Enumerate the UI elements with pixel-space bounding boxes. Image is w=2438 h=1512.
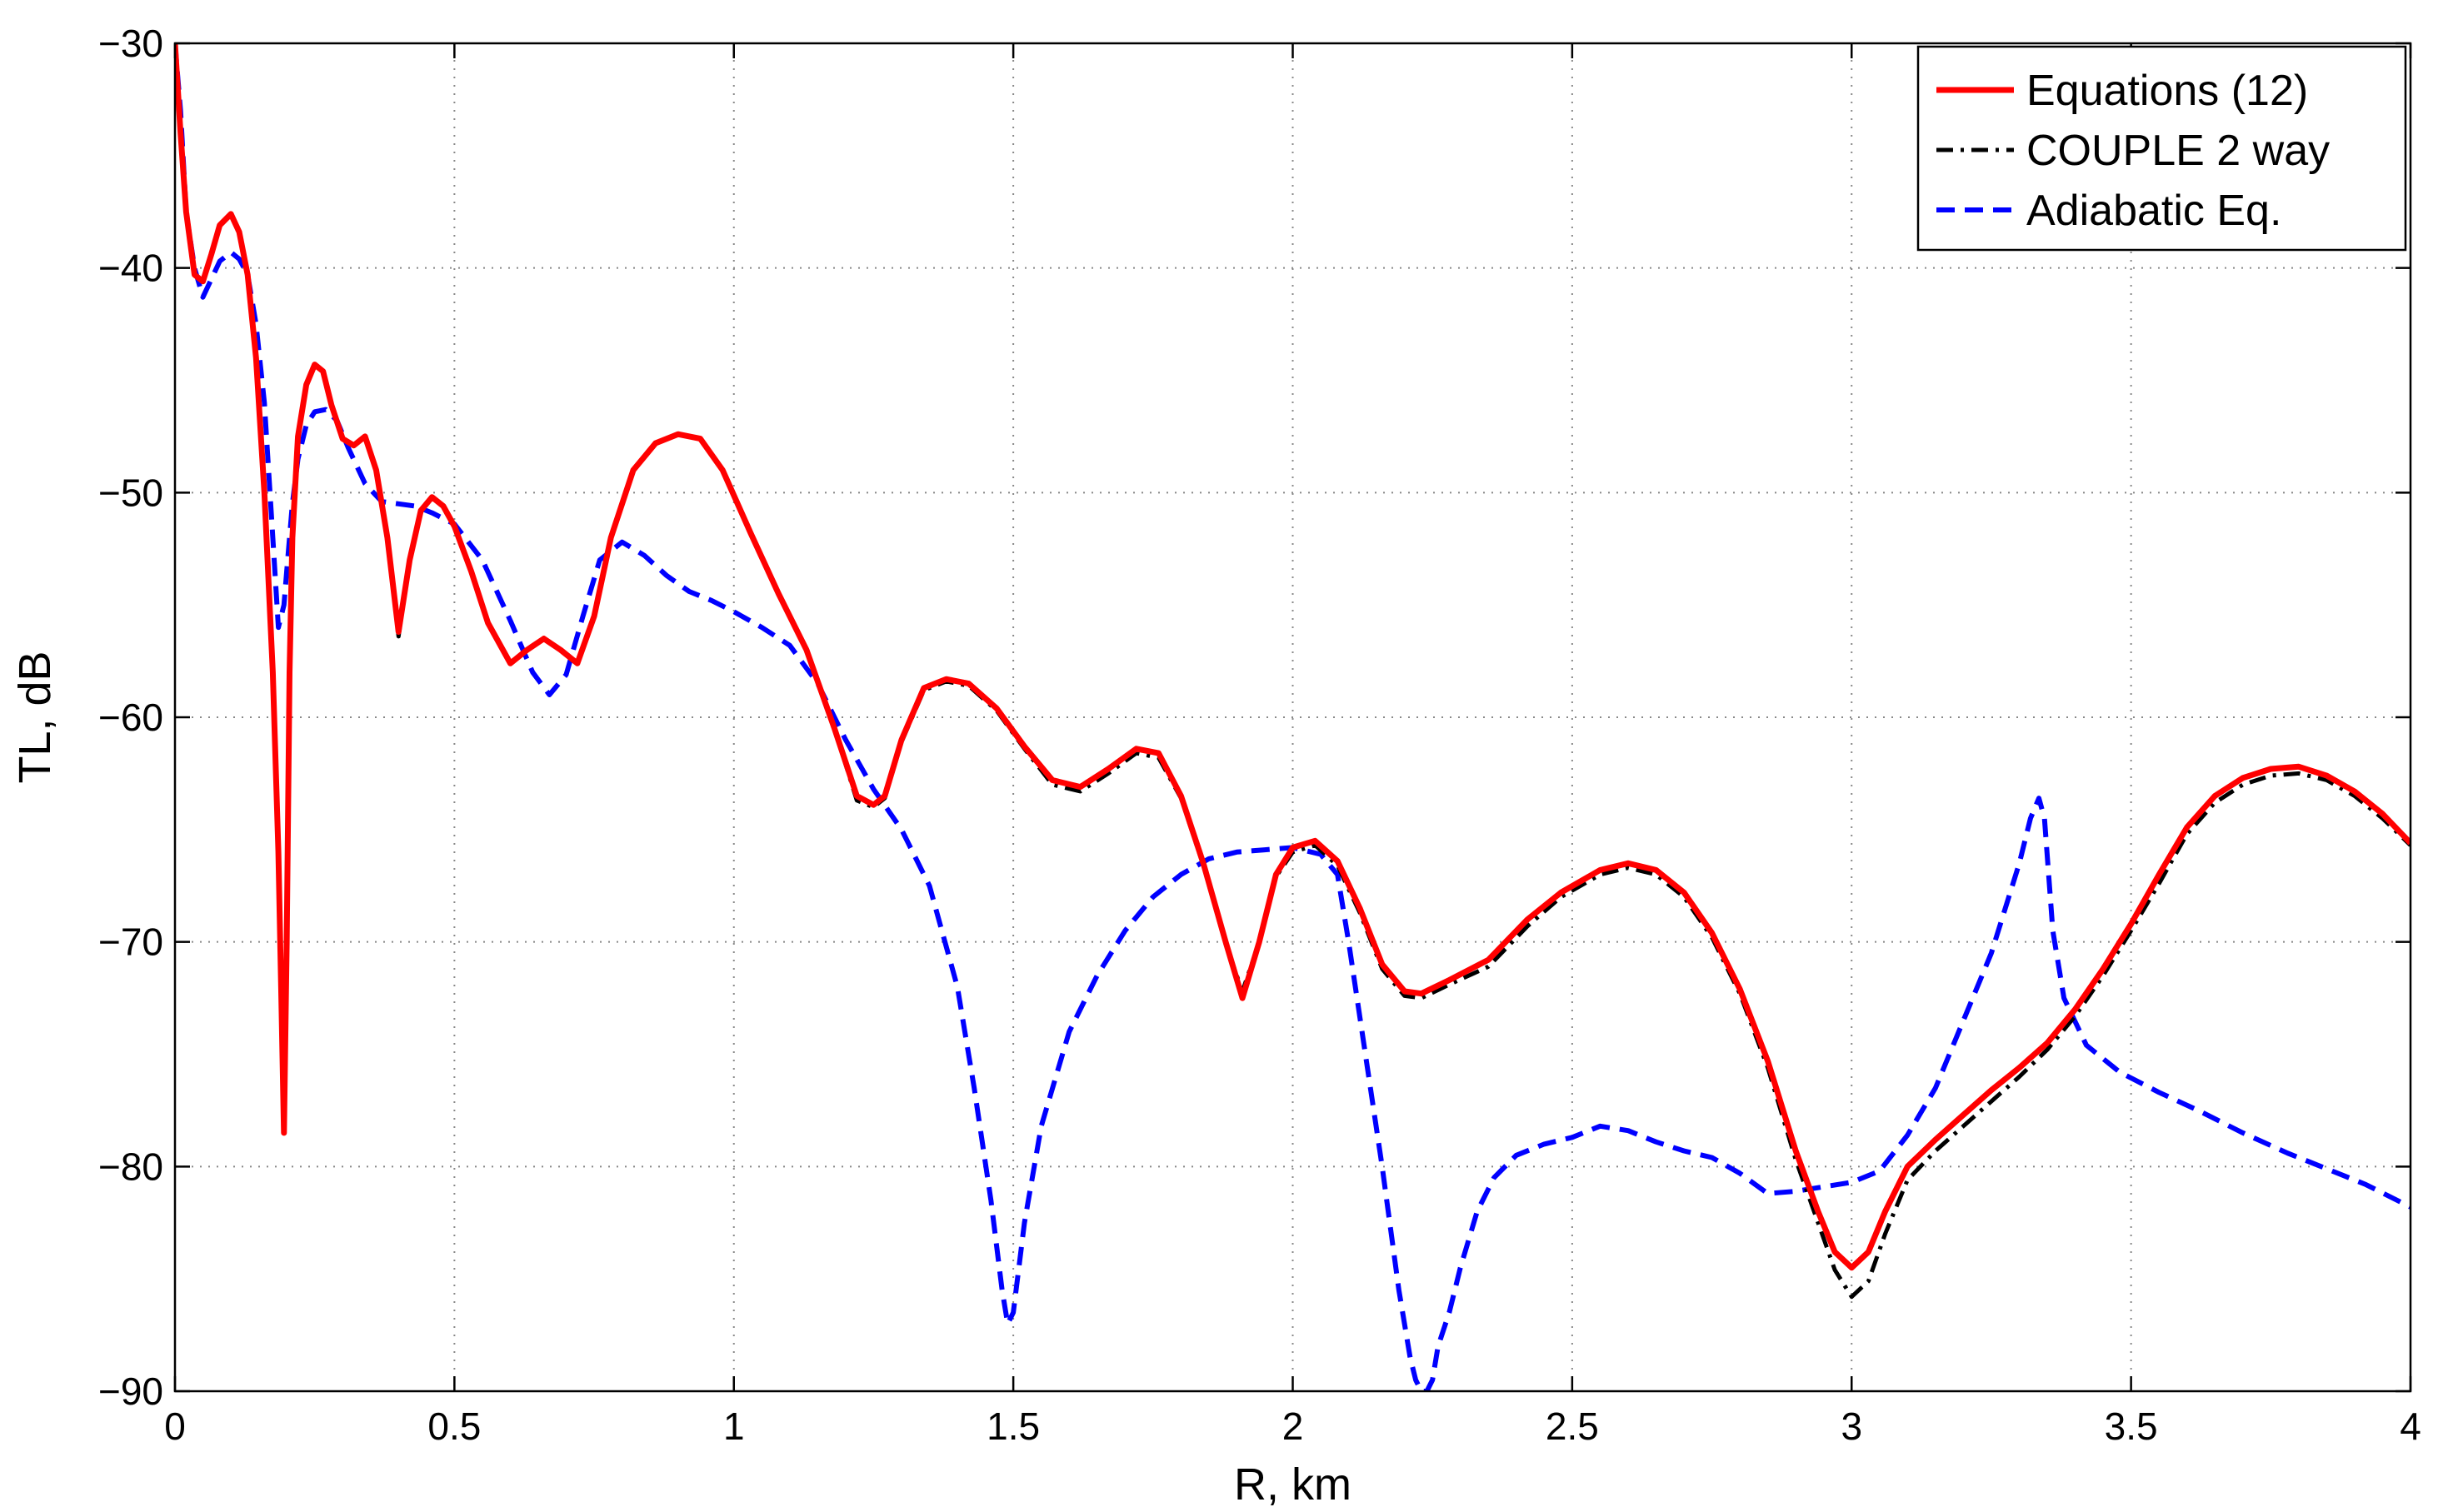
y-tick-label: −40 [98,247,163,290]
y-tick-label: −60 [98,696,163,739]
grid [175,43,2411,1391]
series-line-equations [175,43,2411,1271]
x-tick-label: 0.5 [427,1405,481,1448]
y-tick-label: −90 [98,1370,163,1413]
y-tick-label: −80 [98,1145,163,1188]
legend-label-adiabatic: Adiabatic Eq. [2026,187,2281,235]
x-tick-label: 1 [723,1405,745,1448]
legend-label-equations: Equations (12) [2026,67,2308,115]
axis-ticks: 0 0.5 1 1.5 2 2.5 3 3.5 4 −90 −80 −70 −60 −50 −40 −30 [98,22,2421,1448]
x-tick-label: 3.5 [2105,1405,2158,1448]
y-tick-label: −70 [98,921,163,964]
x-tick-label: 0 [164,1405,186,1448]
legend: Equations (12) COUPLE 2 way Adiabatic Eq… [1916,45,2407,252]
x-axis-label: R, km [1234,1460,1351,1510]
y-tick-label: −30 [98,22,163,65]
legend-box [1916,45,2407,252]
x-tick-label: 4 [2400,1405,2421,1448]
series-line-adiabatic [175,43,2411,1391]
legend-label-couple: COUPLE 2 way [2026,127,2330,175]
series-lines [175,43,2411,1391]
x-tick-label: 1.5 [987,1405,1040,1448]
x-tick-label: 2 [1282,1405,1304,1448]
x-tick-label: 3 [1841,1405,1862,1448]
y-axis-label: TL, dB [10,651,60,783]
x-tick-label: 2.5 [1546,1405,1599,1448]
y-tick-label: −50 [98,471,163,514]
